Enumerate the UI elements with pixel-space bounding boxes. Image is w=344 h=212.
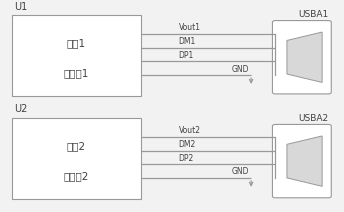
Text: USBA1: USBA1 xyxy=(298,10,329,19)
Text: Vout2: Vout2 xyxy=(179,126,201,135)
Text: DM1: DM1 xyxy=(179,37,196,46)
Text: 电扶1: 电扶1 xyxy=(67,38,86,48)
Text: DP2: DP2 xyxy=(179,154,194,163)
Text: 电扶2: 电扶2 xyxy=(67,141,86,151)
Text: DP1: DP1 xyxy=(179,51,194,60)
Text: 控制由2: 控制由2 xyxy=(64,172,89,181)
Text: 控制由1: 控制由1 xyxy=(64,69,89,79)
FancyBboxPatch shape xyxy=(272,124,331,198)
Text: GND: GND xyxy=(232,65,249,74)
Text: U2: U2 xyxy=(14,105,27,114)
Bar xyxy=(12,15,141,96)
Polygon shape xyxy=(287,136,322,186)
Polygon shape xyxy=(287,32,322,82)
Text: U1: U1 xyxy=(14,2,27,12)
Text: DM2: DM2 xyxy=(179,140,196,149)
Bar xyxy=(12,118,141,199)
Text: USBA2: USBA2 xyxy=(298,114,329,123)
FancyBboxPatch shape xyxy=(272,21,331,94)
Text: GND: GND xyxy=(232,167,249,176)
Text: Vout1: Vout1 xyxy=(179,23,201,32)
